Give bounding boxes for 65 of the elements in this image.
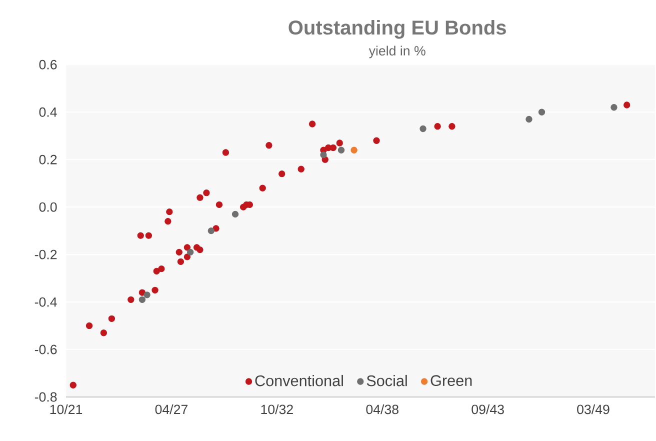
point	[259, 184, 266, 192]
y-tick-label: 0.0	[39, 202, 57, 212]
point	[108, 315, 116, 322]
point	[308, 120, 316, 128]
point	[196, 246, 204, 254]
point	[70, 382, 76, 388]
point	[278, 170, 286, 178]
point	[137, 232, 144, 239]
point	[144, 292, 150, 298]
x-tick-label: 04/27	[155, 404, 188, 414]
point	[153, 268, 160, 275]
legend-label: Conventional	[255, 374, 343, 386]
point	[350, 146, 358, 154]
point	[330, 144, 337, 152]
x-tick-label: 03/49	[577, 404, 610, 414]
point	[164, 218, 172, 225]
point	[266, 142, 272, 149]
point	[176, 248, 182, 256]
point	[538, 108, 546, 116]
point	[152, 286, 158, 294]
y-tick-label: -0.8	[34, 392, 57, 402]
x-tick-label: 09/43	[472, 404, 504, 414]
point	[526, 116, 532, 123]
point	[434, 123, 441, 130]
chart-subtitle: yield in %	[368, 46, 426, 58]
point	[138, 289, 146, 296]
y-tick-label: 0.2	[39, 154, 57, 164]
chart-title: Outstanding EU Bonds	[288, 20, 506, 39]
y-tick-label: 0.6	[39, 60, 57, 70]
point	[624, 102, 630, 108]
x-tick-label: 04/38	[366, 404, 398, 414]
point	[216, 201, 223, 208]
point	[184, 244, 191, 251]
y-tick-label: -0.2	[34, 250, 57, 260]
point	[336, 140, 343, 146]
point	[338, 146, 345, 154]
point	[184, 254, 191, 260]
x-tick-label: 10/32	[261, 404, 293, 414]
point	[373, 137, 380, 144]
point	[138, 296, 146, 303]
x-tick-label: 10/21	[50, 404, 82, 414]
point	[232, 210, 239, 218]
point	[610, 104, 618, 111]
point	[158, 265, 165, 272]
point	[145, 232, 152, 239]
y-tick-label: 0.4	[39, 107, 57, 117]
point	[222, 149, 230, 156]
point	[166, 208, 173, 216]
point	[86, 322, 93, 330]
point	[448, 123, 456, 130]
legend-label: Green	[430, 375, 472, 386]
point	[177, 258, 184, 266]
point	[187, 248, 194, 256]
point	[420, 125, 426, 132]
point	[208, 227, 214, 234]
point	[203, 189, 210, 196]
point	[128, 296, 134, 303]
point	[196, 194, 204, 201]
point	[100, 330, 108, 336]
point	[212, 225, 220, 232]
y-tick-label: -0.6	[34, 344, 57, 354]
point	[320, 152, 327, 158]
legend-label: Social	[366, 374, 407, 386]
y-tick-label: -0.4	[34, 297, 57, 307]
point	[298, 166, 304, 172]
